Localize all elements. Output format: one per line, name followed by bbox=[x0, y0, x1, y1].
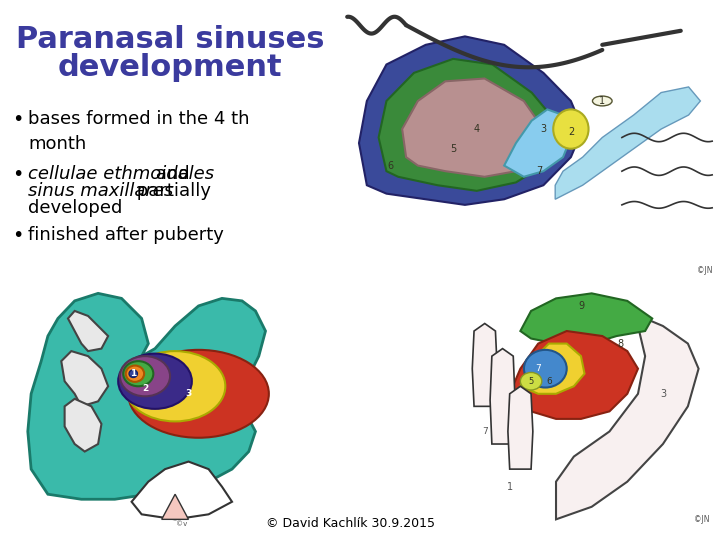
Text: •: • bbox=[12, 110, 23, 129]
Polygon shape bbox=[521, 343, 585, 394]
Text: 2: 2 bbox=[142, 384, 148, 393]
Text: bases formed in the 4 th
month: bases formed in the 4 th month bbox=[28, 110, 250, 153]
Polygon shape bbox=[556, 319, 698, 519]
Text: •: • bbox=[12, 165, 23, 184]
Text: 7: 7 bbox=[536, 364, 541, 373]
Text: 3: 3 bbox=[185, 389, 192, 399]
Polygon shape bbox=[521, 293, 652, 343]
Text: and: and bbox=[150, 165, 189, 183]
Ellipse shape bbox=[125, 351, 225, 421]
Text: 3: 3 bbox=[540, 124, 546, 134]
Text: 6: 6 bbox=[387, 160, 393, 171]
Text: 1: 1 bbox=[507, 482, 513, 492]
Text: developed: developed bbox=[28, 199, 122, 217]
Polygon shape bbox=[61, 351, 108, 406]
Polygon shape bbox=[68, 311, 108, 351]
Polygon shape bbox=[402, 78, 544, 177]
Text: 1: 1 bbox=[130, 369, 136, 378]
Polygon shape bbox=[162, 494, 189, 519]
Polygon shape bbox=[379, 59, 555, 191]
Ellipse shape bbox=[128, 350, 269, 438]
Text: 6: 6 bbox=[546, 377, 552, 386]
Polygon shape bbox=[28, 293, 266, 500]
Text: ©JN: ©JN bbox=[694, 515, 709, 524]
Ellipse shape bbox=[553, 110, 588, 148]
Polygon shape bbox=[504, 110, 571, 177]
Ellipse shape bbox=[126, 366, 144, 382]
Text: 2: 2 bbox=[568, 127, 574, 137]
Text: sinus maxillares: sinus maxillares bbox=[28, 182, 174, 200]
Text: ©v: ©v bbox=[176, 521, 187, 527]
Polygon shape bbox=[472, 323, 498, 406]
Text: 5: 5 bbox=[450, 144, 456, 154]
Ellipse shape bbox=[521, 373, 541, 390]
Text: 8: 8 bbox=[617, 339, 624, 349]
Ellipse shape bbox=[118, 354, 192, 409]
Text: 7: 7 bbox=[482, 427, 487, 436]
Polygon shape bbox=[359, 36, 582, 205]
Polygon shape bbox=[490, 349, 515, 444]
Ellipse shape bbox=[129, 370, 138, 377]
Text: 9: 9 bbox=[578, 301, 584, 311]
Ellipse shape bbox=[123, 361, 153, 386]
Text: Paranasal sinuses: Paranasal sinuses bbox=[16, 25, 324, 55]
Text: development: development bbox=[58, 53, 282, 83]
Polygon shape bbox=[510, 331, 638, 419]
Text: finished after puberty: finished after puberty bbox=[28, 226, 224, 244]
Text: •: • bbox=[12, 226, 23, 245]
Ellipse shape bbox=[120, 356, 170, 396]
Polygon shape bbox=[555, 87, 701, 199]
Polygon shape bbox=[508, 386, 533, 469]
Text: 7: 7 bbox=[536, 166, 543, 176]
Text: 4: 4 bbox=[474, 124, 480, 134]
Ellipse shape bbox=[593, 96, 612, 106]
Text: 3: 3 bbox=[660, 389, 666, 399]
Text: © David Kachlík 30.9.2015: © David Kachlík 30.9.2015 bbox=[266, 517, 434, 530]
Polygon shape bbox=[65, 399, 102, 451]
Polygon shape bbox=[132, 462, 232, 519]
Text: 5: 5 bbox=[528, 377, 534, 386]
Ellipse shape bbox=[524, 350, 567, 388]
Text: cellulae ethmoidales: cellulae ethmoidales bbox=[28, 165, 214, 183]
Text: partially: partially bbox=[131, 182, 211, 200]
Text: ©JN: ©JN bbox=[697, 266, 712, 275]
Text: 1: 1 bbox=[599, 96, 606, 106]
